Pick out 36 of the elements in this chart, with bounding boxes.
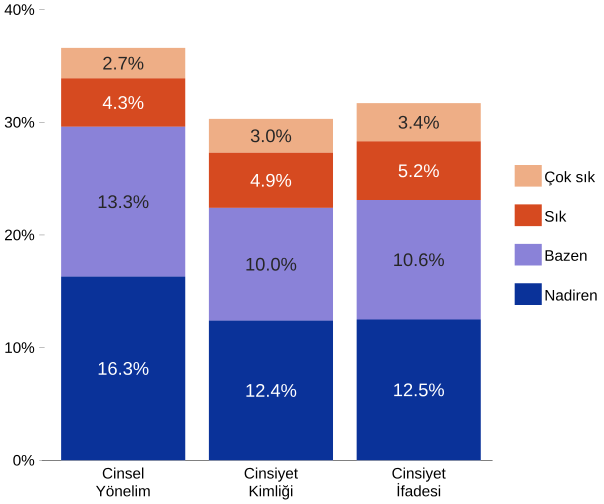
y-tick-label: 10% [5,342,34,354]
bar [208,320,334,460]
data-label: 2.7% [103,56,144,70]
data-label: 3.4% [398,116,439,129]
bar [208,119,334,153]
data-label: 4.9% [250,174,292,187]
legend-label: Bazen [546,250,587,262]
y-tick-label: 30% [4,117,34,128]
legend-label: Nadiren [546,290,597,301]
bar [208,208,334,321]
data-label: 10.6% [394,253,444,266]
bar [356,103,481,142]
data-label: 5.2% [398,164,439,178]
bar [61,276,186,460]
data-label: 13.3% [98,195,148,208]
data-label: 16.3% [98,362,148,376]
bar [61,126,186,277]
legend-label: Sık [545,210,566,222]
data-label: 4.3% [102,96,144,110]
data-label: 12.4% [246,384,296,398]
x-tick-label: Cinsel Yönelim [96,468,150,497]
bar [356,142,481,200]
y-tick-label: 20% [4,230,34,240]
data-label: 3.0% [250,129,292,142]
x-tick-label: Cinsiyet Kimliği [244,468,298,500]
bar [356,200,481,320]
data-label: 12.5% [394,384,444,396]
x-tick-label: Cinsiyet İfadesi [392,468,446,497]
legend-label: Çok sık [545,171,596,186]
y-tick-label: 40% [4,4,34,16]
bar [208,152,334,208]
data-label: 10.0% [246,258,296,271]
y-tick-label: 0% [13,455,34,466]
bar [61,48,186,78]
bar [356,320,481,460]
bar [61,78,186,127]
